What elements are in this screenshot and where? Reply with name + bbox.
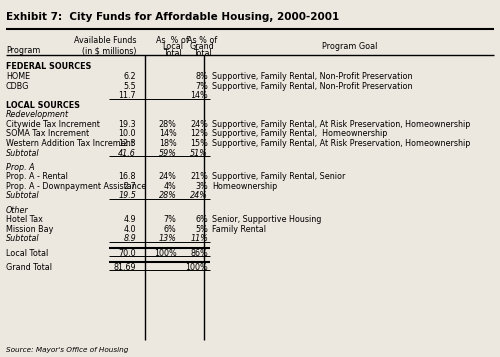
Text: 21%: 21% — [190, 172, 208, 181]
Text: 6%: 6% — [164, 225, 176, 234]
Text: 24%: 24% — [190, 120, 208, 129]
Text: 11%: 11% — [190, 235, 208, 243]
Text: 8.9: 8.9 — [123, 235, 136, 243]
Text: 100%: 100% — [186, 263, 208, 272]
Text: As % of: As % of — [187, 36, 217, 45]
Text: Homeownership: Homeownership — [212, 182, 278, 191]
Text: Supportive, Family Rental,  Homeownership: Supportive, Family Rental, Homeownership — [212, 130, 388, 139]
Text: Supportive, Family Rental, At Risk Preservation, Homeownership: Supportive, Family Rental, At Risk Prese… — [212, 139, 471, 148]
Text: Program Goal: Program Goal — [322, 42, 378, 51]
Text: 13%: 13% — [158, 235, 176, 243]
Text: Source: Mayor's Office of Housing: Source: Mayor's Office of Housing — [6, 347, 128, 353]
Text: Subtotal: Subtotal — [6, 191, 40, 201]
Text: 28%: 28% — [158, 120, 176, 129]
Text: 3%: 3% — [196, 182, 208, 191]
Text: SOMA Tax Increment: SOMA Tax Increment — [6, 130, 89, 139]
Text: Senior, Supportive Housing: Senior, Supportive Housing — [212, 215, 322, 224]
Text: As  % of: As % of — [156, 36, 189, 45]
Text: 86%: 86% — [190, 248, 208, 258]
Text: 24%: 24% — [158, 172, 176, 181]
Text: 6%: 6% — [196, 215, 208, 224]
Text: CDBG: CDBG — [6, 82, 30, 91]
Text: 14%: 14% — [159, 130, 176, 139]
Text: Exhibit 7:  City Funds for Affordable Housing, 2000-2001: Exhibit 7: City Funds for Affordable Hou… — [6, 12, 339, 22]
Text: 4.9: 4.9 — [124, 215, 136, 224]
Text: Grand Total: Grand Total — [6, 263, 52, 272]
Text: Supportive, Family Rental, Non-Profit Preservation: Supportive, Family Rental, Non-Profit Pr… — [212, 72, 413, 81]
Text: 10.0: 10.0 — [118, 130, 136, 139]
Text: Prop. A - Rental: Prop. A - Rental — [6, 172, 68, 181]
Text: Total: Total — [192, 49, 212, 57]
Text: 51%: 51% — [190, 149, 208, 157]
Text: 7%: 7% — [164, 215, 176, 224]
Text: 15%: 15% — [190, 139, 208, 148]
Text: FEDERAL SOURCES: FEDERAL SOURCES — [6, 62, 91, 71]
Text: 59%: 59% — [158, 149, 176, 157]
Text: 19.3: 19.3 — [118, 120, 136, 129]
Text: Supportive, Family Rental, Senior: Supportive, Family Rental, Senior — [212, 172, 346, 181]
Text: 24%: 24% — [190, 191, 208, 201]
Text: LOCAL SOURCES: LOCAL SOURCES — [6, 101, 80, 110]
Text: (in $ millions): (in $ millions) — [82, 46, 136, 55]
Text: Redevelopment: Redevelopment — [6, 110, 69, 119]
Text: 4%: 4% — [164, 182, 176, 191]
Text: 19.5: 19.5 — [118, 191, 136, 201]
Text: 12%: 12% — [190, 130, 208, 139]
Text: Mission Bay: Mission Bay — [6, 225, 54, 234]
Text: 6.2: 6.2 — [124, 72, 136, 81]
Text: 8%: 8% — [196, 72, 208, 81]
Text: Local: Local — [162, 42, 183, 51]
Text: Prop. A - Downpayment Assistance: Prop. A - Downpayment Assistance — [6, 182, 146, 191]
Text: 16.8: 16.8 — [118, 172, 136, 181]
Text: Other: Other — [6, 206, 28, 215]
Text: 18%: 18% — [159, 139, 176, 148]
Text: 41.6: 41.6 — [118, 149, 136, 157]
Text: Supportive, Family Rental, At Risk Preservation, Homeownership: Supportive, Family Rental, At Risk Prese… — [212, 120, 471, 129]
Text: 70.0: 70.0 — [118, 248, 136, 258]
Text: 4.0: 4.0 — [124, 225, 136, 234]
Text: Program: Program — [6, 46, 40, 55]
Text: 11.7: 11.7 — [118, 91, 136, 100]
Text: 14%: 14% — [190, 91, 208, 100]
Text: Hotel Tax: Hotel Tax — [6, 215, 43, 224]
Text: Supportive, Family Rental, Non-Profit Preservation: Supportive, Family Rental, Non-Profit Pr… — [212, 82, 413, 91]
Text: 5%: 5% — [195, 225, 208, 234]
Text: 100%: 100% — [154, 248, 176, 258]
Text: Local Total: Local Total — [6, 248, 48, 258]
Text: HOME: HOME — [6, 72, 30, 81]
Text: 12.3: 12.3 — [118, 139, 136, 148]
Text: Available Funds: Available Funds — [74, 36, 136, 45]
Text: Family Rental: Family Rental — [212, 225, 266, 234]
Text: Grand: Grand — [190, 42, 214, 51]
Text: Citywide Tax Increment: Citywide Tax Increment — [6, 120, 100, 129]
Text: 2.7: 2.7 — [123, 182, 136, 191]
Text: Prop. A: Prop. A — [6, 163, 34, 172]
Text: 5.5: 5.5 — [123, 82, 136, 91]
Text: 28%: 28% — [158, 191, 176, 201]
Text: 81.69: 81.69 — [114, 263, 136, 272]
Text: 7%: 7% — [195, 82, 208, 91]
Text: Western Addition Tax Increment: Western Addition Tax Increment — [6, 139, 134, 148]
Text: Total: Total — [163, 49, 182, 57]
Text: Subtotal: Subtotal — [6, 149, 40, 157]
Text: Subtotal: Subtotal — [6, 235, 40, 243]
